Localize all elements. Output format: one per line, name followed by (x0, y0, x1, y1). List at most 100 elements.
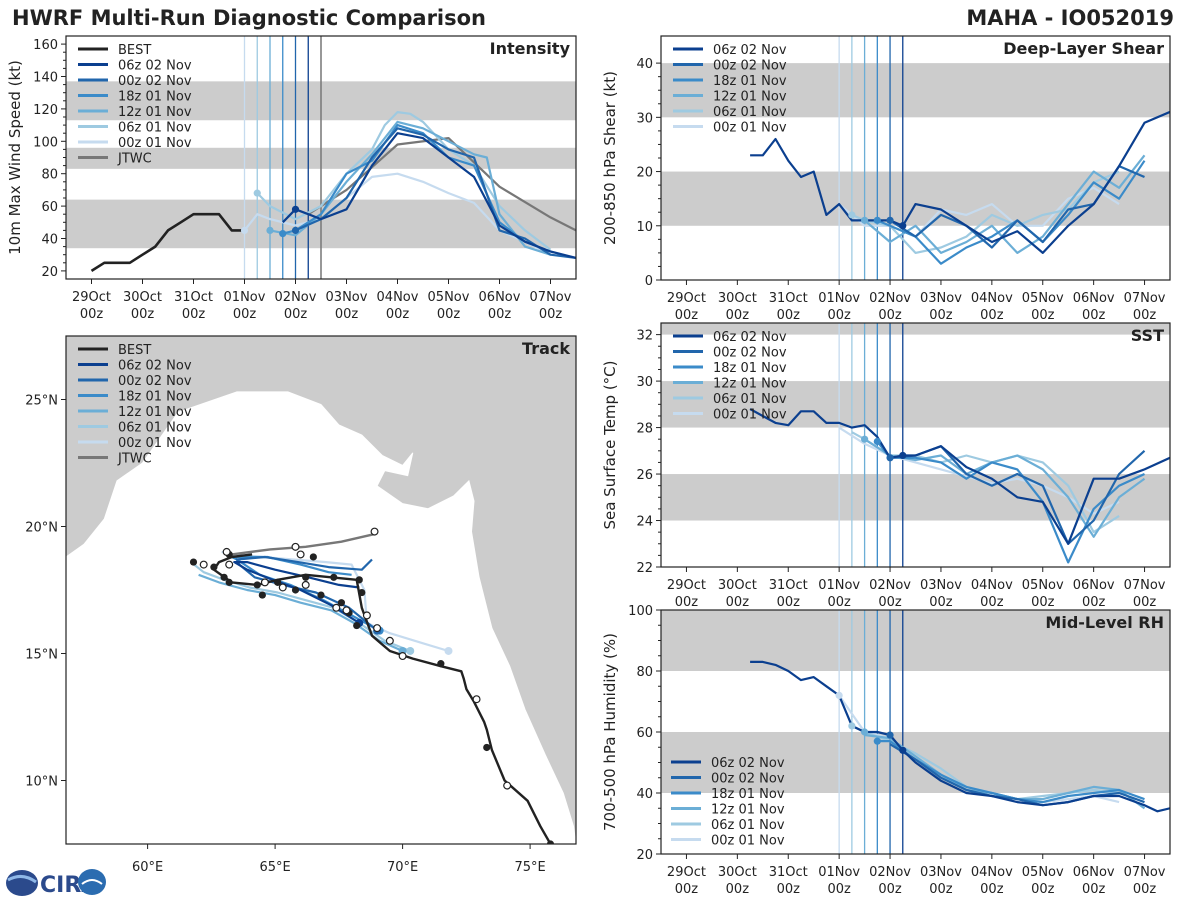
sst-legend-label-00z-01-nov: 00z 01 Nov (713, 408, 787, 423)
shear-xtick-label-31oct: 31Oct (769, 291, 808, 306)
track-point-filled-18 (258, 591, 266, 599)
track-xtick-label-60: 60°E (132, 860, 163, 875)
intensity-xtick-label-31oct: 31Oct (174, 290, 213, 305)
track-point-filled-14 (309, 553, 317, 561)
sst-xtick-label-06nov: 06Nov (1073, 578, 1115, 593)
sst-marker-06z-02-nov (899, 451, 907, 460)
sst-xtick-label-31oct: 31Oct (769, 578, 808, 593)
sst-xtick-label-30oct: 30Oct (718, 578, 757, 593)
rh-xtick-sublabel-03nov: 00z (929, 882, 953, 897)
track-point-filled-2 (437, 660, 445, 668)
track-start-06z-01-nov (406, 646, 415, 655)
storm-name: MAHA - IO052019 (966, 6, 1174, 30)
rh-xtick-label-30oct: 30Oct (718, 865, 757, 880)
sst-marker-12z-01-nov (861, 435, 869, 443)
track-point-filled-17 (291, 586, 300, 594)
rh-xtick-label-07nov: 07Nov (1124, 865, 1166, 880)
sst-panel: 22 24 26 28 30 32 29Oct 00z 30Oct 00z 31Oct 00z 01No… (601, 322, 1171, 610)
rh-title: Mid-Level RH (1045, 613, 1164, 632)
intensity-xtick-sublabel-29oct: 00z (80, 307, 104, 322)
shear-legend-label-00z-02-nov: 00z 02 Nov (713, 59, 787, 74)
track-forecast-06z-02-nov (233, 560, 360, 624)
sst-xtick-sublabel-30oct: 00z (726, 595, 750, 610)
track-point-filled-16 (317, 591, 325, 599)
sst-xtick-label-07nov: 07Nov (1124, 578, 1166, 593)
sst-legend-label-06z-01-nov: 06z 01 Nov (713, 392, 787, 407)
track-point-open-12 (301, 580, 310, 589)
sst-band-1 (661, 381, 1170, 428)
shear-legend-label-06z-01-nov: 06z 01 Nov (713, 105, 787, 120)
track-legend-label-06z-01-nov: 06z 01 Nov (118, 421, 192, 436)
track-legend-label-12z-01-nov: 12z 01 Nov (118, 405, 192, 420)
shear-band-1 (661, 63, 1170, 118)
rh-xtick-sublabel-05nov: 00z (1031, 882, 1055, 897)
shear-xtick-sublabel-06nov: 00z (1082, 308, 1106, 323)
sst-xtick-sublabel-02nov: 00z (878, 595, 902, 610)
seal-wave (81, 879, 103, 885)
track-point-filled-1 (483, 743, 491, 752)
sst-xtick-sublabel-29oct: 00z (675, 595, 699, 610)
sst-xtick-label-29oct: 29Oct (667, 578, 706, 593)
intensity-ytick-label-100: 100 (33, 135, 58, 150)
rh-legend-label-00z-01-nov: 00z 01 Nov (711, 834, 785, 849)
intensity-series-06z-02-nov (282, 132, 576, 259)
shear-xtick-sublabel-05nov: 00z (1031, 308, 1055, 323)
rh-xtick-sublabel-31oct: 00z (777, 882, 801, 897)
sst-legend-label-18z-01-nov: 18z 01 Nov (713, 361, 787, 376)
sst-ytick-label-28: 28 (636, 422, 653, 437)
sst-xtick-label-05nov: 05Nov (1022, 578, 1064, 593)
rh-xtick-label-03nov: 03Nov (920, 865, 962, 880)
intensity-ylabel: 10m Max Wind Speed (kt) (6, 60, 24, 255)
intensity-xtick-sublabel-04nov: 00z (386, 307, 410, 322)
sst-legend-label-12z-01-nov: 12z 01 Nov (713, 377, 787, 392)
shear-xtick-sublabel-30oct: 00z (726, 308, 750, 323)
rh-ytick-label-40: 40 (636, 787, 653, 802)
intensity-xtick-label-06nov: 06Nov (479, 290, 521, 305)
sst-ytick-label-32: 32 (636, 329, 653, 344)
track-legend-label-jtwc: JTWC (117, 452, 152, 467)
track-jtwc (231, 532, 375, 556)
rh-xtick-sublabel-30oct: 00z (726, 882, 750, 897)
intensity-xtick-sublabel-31oct: 00z (182, 307, 206, 322)
intensity-ytick-label-80: 80 (41, 168, 58, 183)
sst-series-06z-02-nov (749, 408, 1170, 545)
shear-xtick-label-05nov: 05Nov (1022, 291, 1064, 306)
intensity-legend-label-06z-02-nov: 06z 02 Nov (118, 59, 192, 74)
intensity-ytick-label-160: 160 (33, 38, 58, 53)
intensity-ytick-label-120: 120 (33, 103, 58, 118)
shear-xtick-sublabel-03nov: 00z (929, 308, 953, 323)
shear-legend-label-00z-01-nov: 00z 01 Nov (713, 121, 787, 136)
shear-xtick-sublabel-01nov: 00z (827, 308, 851, 323)
intensity-xtick-sublabel-02nov: 00z (284, 307, 308, 322)
track-point-open-7 (296, 550, 305, 559)
track-ytick-label-10: 10°N (25, 775, 58, 790)
sst-marker-00z-02-nov (886, 454, 894, 462)
sst-xtick-sublabel-31oct: 00z (777, 595, 801, 610)
sst-ytick-label-26: 26 (636, 468, 653, 483)
shear-legend-label-18z-01-nov: 18z 01 Nov (713, 74, 787, 89)
track-point-filled-3 (353, 621, 361, 630)
intensity-xtick-label-29oct: 29Oct (72, 290, 111, 305)
rh-legend-label-18z-01-nov: 18z 01 Nov (711, 787, 785, 802)
intensity-series-jtwc (307, 137, 576, 232)
shear-xtick-label-02nov: 02Nov (869, 291, 911, 306)
sst-legend-label-06z-02-nov: 06z 02 Nov (713, 330, 787, 345)
track-legend-label-06z-02-nov: 06z 02 Nov (118, 359, 192, 374)
sst-xtick-sublabel-04nov: 00z (980, 595, 1004, 610)
track-point-open-14 (278, 583, 287, 592)
shear-xtick-sublabel-31oct: 00z (777, 308, 801, 323)
shear-marker-00z-02-nov (886, 216, 894, 224)
track-xtick-label-70: 70°E (387, 860, 418, 875)
track-point-filled-6 (355, 576, 363, 584)
track-point-open-11 (199, 560, 208, 569)
intensity-marker-18z-01-nov (279, 230, 287, 238)
track-point-open-8 (291, 542, 300, 551)
shear-xtick-sublabel-04nov: 00z (980, 308, 1004, 323)
track-start-00z-01-nov (444, 646, 453, 655)
sst-series-group (749, 408, 1170, 564)
rh-legend-label-00z-02-nov: 00z 02 Nov (711, 772, 785, 787)
shear-xtick-label-30oct: 30Oct (718, 291, 757, 306)
shear-xtick-label-01nov: 01Nov (818, 291, 860, 306)
shear-ytick-label-40: 40 (636, 57, 653, 72)
